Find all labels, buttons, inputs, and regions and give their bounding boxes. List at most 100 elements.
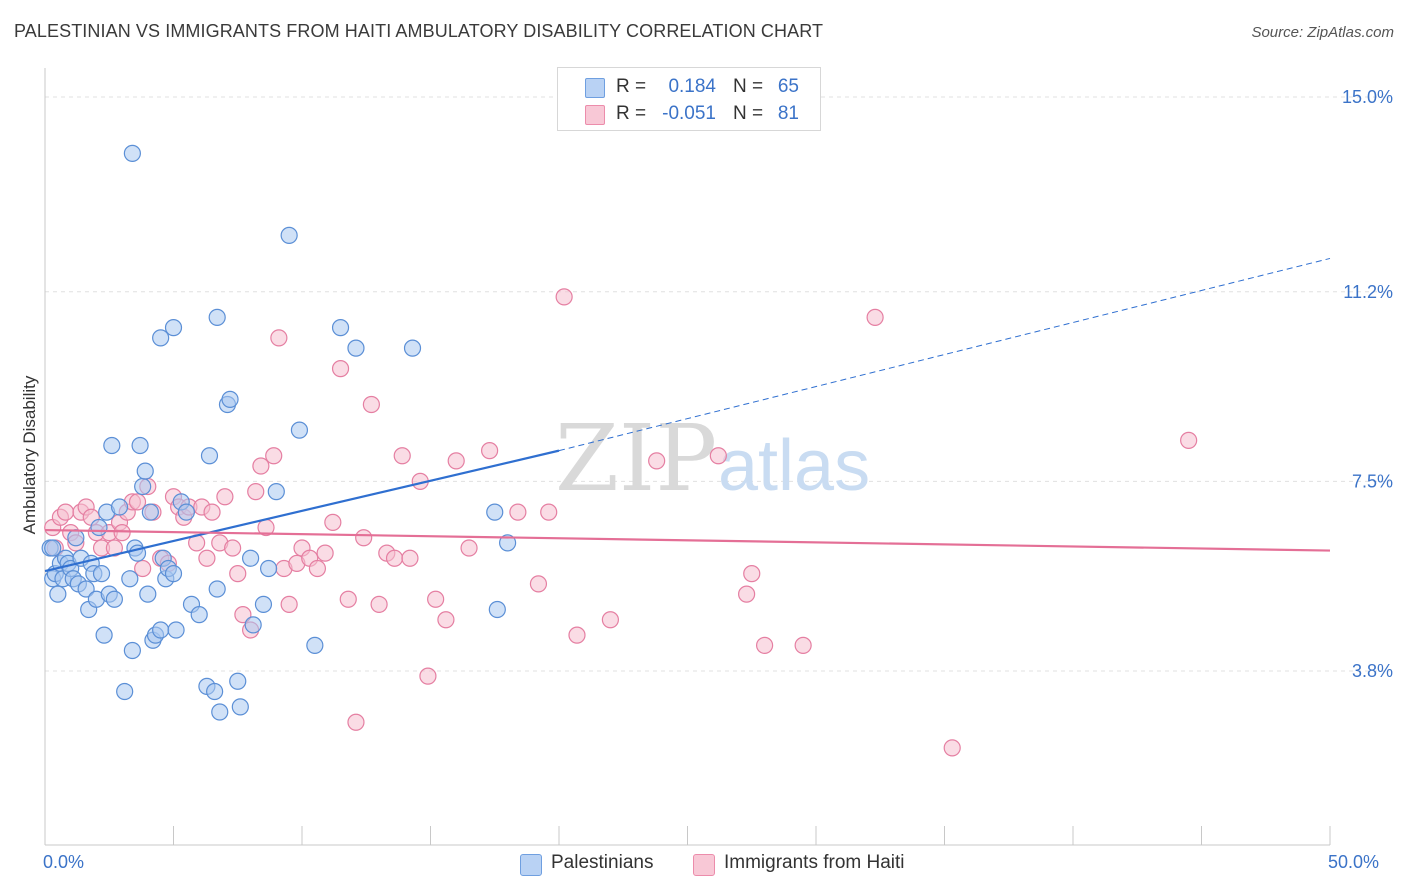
- haiti-point: [866, 308, 884, 326]
- haiti-point: [224, 539, 242, 557]
- palestinian-point: [254, 595, 273, 613]
- haiti-point: [738, 585, 756, 603]
- haiti-point: [347, 713, 365, 731]
- haiti-point: [555, 288, 573, 306]
- palestinian-point: [403, 339, 422, 357]
- palestinian-point: [177, 503, 195, 521]
- palestinian-point: [211, 703, 229, 721]
- palestinian-trend-line: [44, 449, 560, 573]
- haiti-point: [601, 611, 620, 629]
- haiti-points: [44, 288, 1198, 757]
- palestinian-point: [131, 436, 149, 455]
- haiti-point: [134, 559, 152, 578]
- trend-lines: [44, 257, 1331, 573]
- r-label: R =: [616, 76, 647, 97]
- haiti-point: [437, 611, 455, 629]
- palestinian-point: [67, 529, 85, 547]
- haiti-point: [198, 549, 216, 567]
- r-value: 0.184: [668, 76, 716, 97]
- haiti-point: [370, 595, 388, 613]
- haiti-point: [447, 452, 465, 470]
- palestinian-point: [200, 447, 219, 465]
- palestinian-point: [280, 226, 298, 244]
- haiti-point: [56, 503, 75, 521]
- stats-legend: R = 0.184 N = 65 R = -0.051 N = 81: [557, 67, 821, 131]
- haiti-point: [794, 636, 812, 654]
- palestinian-point: [110, 498, 129, 516]
- palestinian-point: [77, 580, 95, 598]
- haiti-point: [234, 606, 252, 624]
- haiti-point: [229, 565, 247, 583]
- palestinian-point: [103, 436, 121, 455]
- haiti-point: [385, 549, 404, 567]
- palestinian-point: [105, 590, 123, 608]
- palestinian-point: [141, 503, 159, 521]
- palestinian-point: [486, 503, 504, 521]
- palestinian-point: [123, 641, 141, 660]
- legend-swatch-blue: [585, 78, 605, 98]
- axes-layer: [44, 68, 1331, 846]
- haiti-point: [755, 636, 774, 654]
- haiti-point: [265, 447, 283, 465]
- haiti-point: [128, 493, 147, 511]
- n-label: N =: [733, 76, 764, 97]
- palestinian-point: [92, 565, 111, 583]
- palestinians-label: Palestinians: [551, 852, 654, 873]
- palestinian-point: [134, 477, 152, 496]
- palestinian-point: [152, 621, 170, 639]
- palestinian-point: [167, 621, 185, 639]
- palestinian-point: [206, 682, 224, 701]
- y-tick-label: 11.2%: [1343, 282, 1393, 302]
- palestinian-points: [41, 144, 517, 721]
- palestinian-point: [499, 534, 517, 552]
- haiti-point: [509, 503, 527, 521]
- haiti-point: [743, 565, 761, 583]
- palestinian-point: [95, 626, 113, 644]
- palestinian-point: [229, 672, 247, 690]
- palestinian-point: [139, 585, 157, 603]
- palestinian-point: [123, 144, 141, 162]
- palestinians-swatch: [520, 854, 542, 876]
- grid-layer: [45, 96, 1390, 672]
- haiti-point: [339, 590, 357, 608]
- haiti-point: [401, 549, 419, 567]
- haiti-point: [203, 503, 221, 521]
- haiti-point: [943, 739, 961, 757]
- haiti-trend-line: [44, 528, 1331, 552]
- palestinian-point: [208, 580, 226, 598]
- legend-row-palestinians: R = 0.184 N = 65: [558, 73, 820, 101]
- palestinian-point: [242, 549, 260, 567]
- palestinian-point: [306, 636, 324, 654]
- haiti-point: [308, 559, 327, 578]
- haiti-point: [280, 595, 298, 613]
- haiti-point: [362, 395, 380, 414]
- y-tick-label: 3.8%: [1352, 661, 1393, 681]
- palestinian-point: [152, 329, 170, 347]
- haiti-point: [427, 590, 445, 608]
- r-label: R =: [616, 103, 647, 124]
- series-legend: Palestinians Immigrants from Haiti: [0, 852, 1406, 876]
- haiti-label: Immigrants from Haiti: [724, 852, 905, 873]
- legend-swatch-pink: [585, 105, 605, 125]
- haiti-point: [252, 457, 270, 475]
- source-label: Source: ZipAtlas.com: [1251, 24, 1394, 41]
- haiti-point: [481, 442, 499, 460]
- chart-title: PALESTINIAN VS IMMIGRANTS FROM HAITI AMB…: [14, 21, 824, 41]
- palestinian-point: [44, 539, 62, 557]
- palestinian-point: [90, 518, 108, 537]
- haiti-point: [316, 544, 334, 562]
- haiti-point: [105, 539, 123, 557]
- haiti-swatch: [693, 854, 715, 876]
- watermark: ZIP atlas: [555, 405, 870, 512]
- haiti-point: [270, 329, 288, 347]
- palestinian-point: [231, 698, 249, 716]
- watermark-zip: ZIP: [555, 405, 717, 512]
- palestinian-point: [164, 565, 183, 583]
- palestinian-point: [190, 606, 208, 624]
- n-value: 65: [777, 76, 799, 97]
- palestinian-point: [121, 570, 139, 588]
- palestinian-point: [290, 421, 309, 439]
- palestinian-point: [116, 682, 134, 701]
- x-tick-label-min: 0.0%: [43, 852, 85, 872]
- palestinian-point: [259, 559, 278, 578]
